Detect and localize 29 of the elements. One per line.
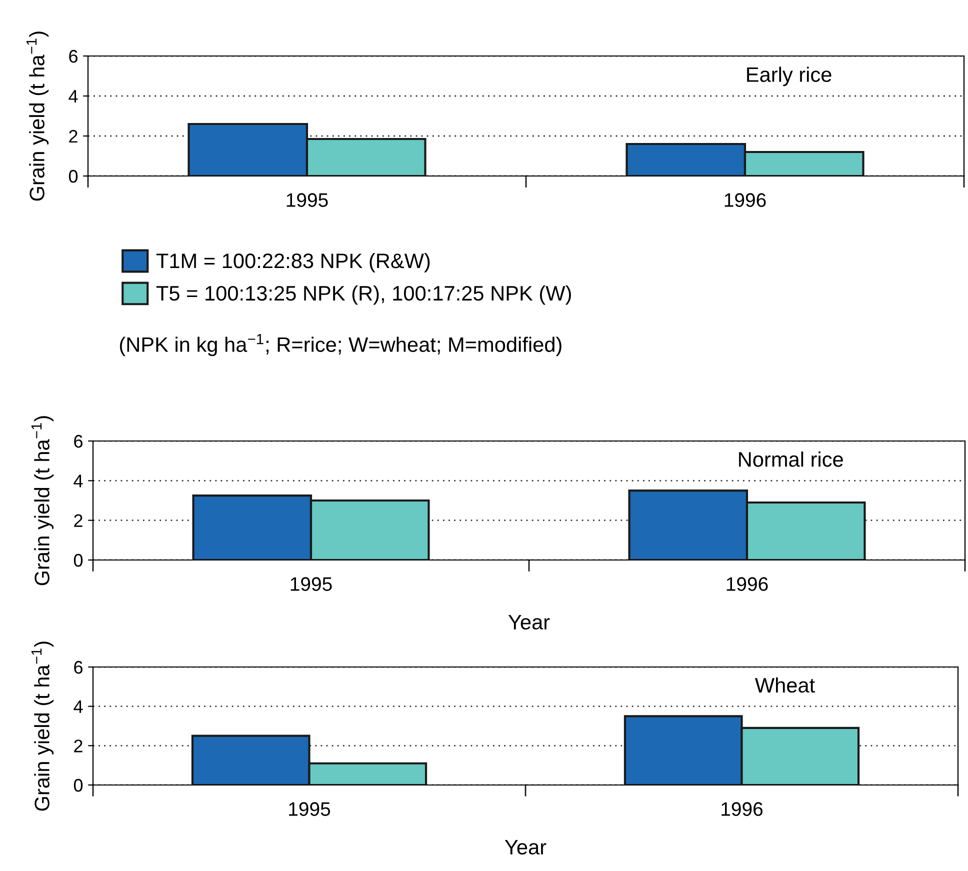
text: (NPK in kg ha$^{−1}$; R=rice; W=wheat; M=modified) — [120, 334, 562, 356]
annotation: Normal rice — [739, 452, 843, 467]
legend-label: T1M = 100:22:83 NPK (R&W) — [156, 252, 430, 272]
x-tick-label: 1995 — [286, 193, 328, 207]
y-tick-label: 4 — [74, 474, 83, 488]
y-axis-title: Grain yield (t ha$^{−1}$) — [32, 642, 54, 811]
annotation: Wheat — [754, 677, 815, 693]
y-tick-label: 6 — [69, 50, 78, 63]
y-tick-label: 4 — [68, 90, 78, 103]
y-tick-label: 0 — [74, 778, 83, 792]
x-tick-label: 1996 — [724, 193, 766, 207]
y-tick-label: 6 — [74, 434, 82, 448]
y-tick-label: 2 — [69, 130, 78, 143]
x-tick-label: 1996 — [722, 802, 763, 816]
y-axis-title: Grain yield (t ha$^{−1}$) — [32, 416, 54, 586]
y-tick-label: 2 — [74, 514, 82, 527]
y-tick-label: 6 — [74, 660, 82, 674]
y-tick-label: 0 — [68, 170, 78, 183]
annotation: Early rice — [747, 66, 832, 86]
y-tick-label: 4 — [74, 700, 83, 713]
y-axis-title: Grain yield (t ha$^{−1}$) — [26, 32, 49, 201]
x-tick-label: 1995 — [289, 802, 330, 816]
y-tick-label: 0 — [74, 554, 83, 567]
x-axis-title: Year — [508, 615, 550, 630]
x-tick-label: 1995 — [290, 577, 332, 591]
legend-label: T5 = 100:13:25 NPK (R), 100:17:25 NPK (W) — [156, 285, 571, 305]
x-tick-label: 1996 — [726, 577, 768, 591]
x-axis-title: Year — [504, 840, 546, 855]
y-tick-label: 2 — [74, 740, 82, 752]
